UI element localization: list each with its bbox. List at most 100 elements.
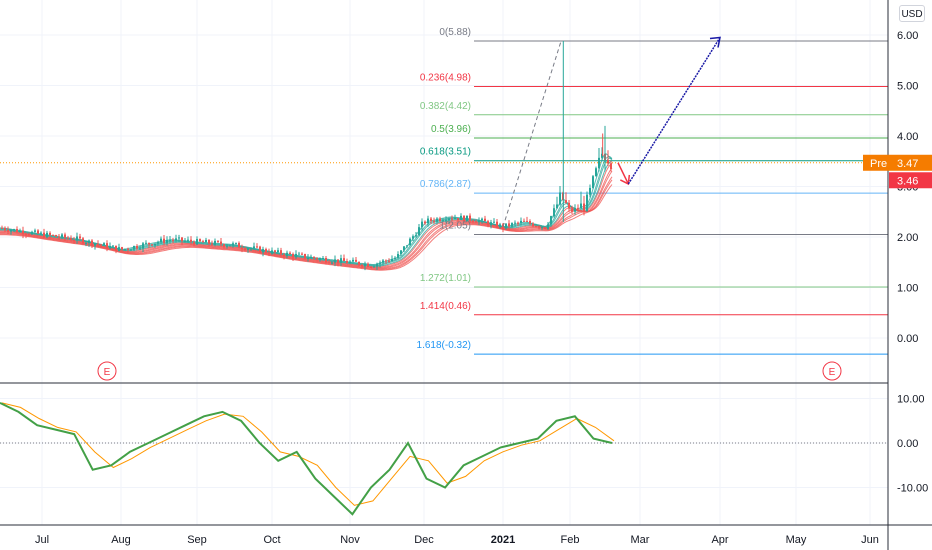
candle-body: [88, 240, 90, 243]
candle-body: [175, 238, 177, 241]
candle-body: [592, 176, 594, 188]
candle-body: [364, 263, 366, 267]
candle-body: [607, 160, 609, 164]
candle-body: [214, 240, 216, 245]
grid-lines: [0, 0, 888, 525]
candle-body: [433, 220, 435, 222]
time-tick-label: Jul: [35, 534, 49, 546]
candle-body: [526, 220, 528, 222]
oscillator-tick-label: 0.00: [897, 438, 918, 450]
fibonacci-levels: [474, 40, 888, 355]
candle-body: [292, 253, 294, 258]
candle-body: [544, 227, 546, 229]
earnings-marker-label: E: [104, 367, 111, 378]
candle-body: [388, 260, 390, 262]
candle-body: [355, 259, 357, 262]
candle-body: [595, 168, 597, 177]
candle-body: [463, 215, 465, 222]
projection-down-arrow: [617, 162, 630, 185]
candle-body: [169, 239, 171, 241]
candle-body: [385, 260, 387, 262]
candle-body: [304, 253, 306, 259]
time-tick-label: Nov: [340, 534, 360, 546]
fib-level-label: 0.5(3.96): [431, 124, 471, 135]
candle-body: [31, 231, 33, 235]
candle-body: [403, 246, 405, 251]
candle-body: [28, 234, 30, 236]
candle-body: [493, 221, 495, 223]
candle-body: [190, 239, 192, 242]
candle-body: [253, 246, 255, 249]
candle-body: [580, 203, 582, 209]
candle-body: [283, 254, 285, 257]
oscillator-line: [0, 402, 613, 516]
candle-body: [322, 257, 324, 259]
candle-body: [124, 248, 126, 250]
candle-body: [43, 232, 45, 238]
candle-body: [139, 248, 141, 250]
candle-body: [361, 264, 363, 267]
oscillator-tick-label: -10.00: [897, 483, 928, 495]
candle-body: [418, 227, 420, 236]
candle-body: [100, 244, 102, 246]
candle-body: [583, 203, 585, 212]
candle-body: [166, 239, 168, 243]
candle-body: [244, 248, 246, 250]
candle-body: [532, 223, 534, 227]
candle-body: [508, 223, 510, 227]
candle-body: [442, 220, 444, 222]
candle-body: [421, 221, 423, 228]
candle-body: [223, 244, 225, 247]
candle-body: [478, 220, 480, 223]
projection-up-arrow: [627, 37, 721, 185]
candle-body: [406, 245, 408, 247]
candle-body: [250, 248, 252, 250]
candle-body: [262, 249, 264, 253]
candle-body: [268, 252, 270, 254]
candle-body: [115, 245, 117, 251]
price-tick-label: 5.00: [897, 81, 918, 93]
candle-body: [325, 257, 327, 263]
candle-body: [457, 218, 459, 221]
candle-body: [370, 266, 372, 268]
candle-body: [409, 238, 411, 246]
price-tick-label: 1.00: [897, 283, 918, 295]
candle-body: [202, 241, 204, 243]
candle-body: [391, 258, 393, 262]
candle-body: [436, 218, 438, 222]
candle-body: [34, 230, 36, 232]
candle-body: [445, 220, 447, 222]
candle-body: [568, 202, 570, 209]
time-tick-label: Oct: [263, 534, 280, 546]
candle-body: [178, 237, 180, 239]
candle-body: [367, 263, 369, 267]
candle-body: [427, 218, 429, 224]
candle-body: [103, 243, 105, 246]
candle-body: [316, 258, 318, 260]
candle-body: [181, 237, 183, 242]
candle-body: [517, 222, 519, 224]
candle-body: [454, 218, 456, 220]
time-tick-label: Dec: [414, 534, 434, 546]
candle-body: [400, 250, 402, 255]
candle-body: [199, 239, 201, 242]
candle-body: [466, 215, 468, 222]
candle-body: [451, 218, 453, 220]
candle-body: [229, 245, 231, 247]
price-tick-label: 2.00: [897, 232, 918, 244]
candle-body: [61, 234, 63, 238]
candle-body: [187, 239, 189, 241]
candle-body: [298, 253, 300, 255]
currency-unit-button[interactable]: USD: [899, 5, 925, 22]
earnings-marker-label: E: [829, 367, 836, 378]
candle-body: [535, 226, 537, 228]
fib-level-label: 1(2.05): [439, 220, 471, 231]
candle-body: [337, 259, 339, 263]
candle-body: [211, 243, 213, 245]
candle-body: [610, 163, 612, 170]
candle-body: [484, 218, 486, 222]
price-tags: Pre 3.47 3.46: [863, 154, 932, 189]
candle-body: [550, 216, 552, 225]
